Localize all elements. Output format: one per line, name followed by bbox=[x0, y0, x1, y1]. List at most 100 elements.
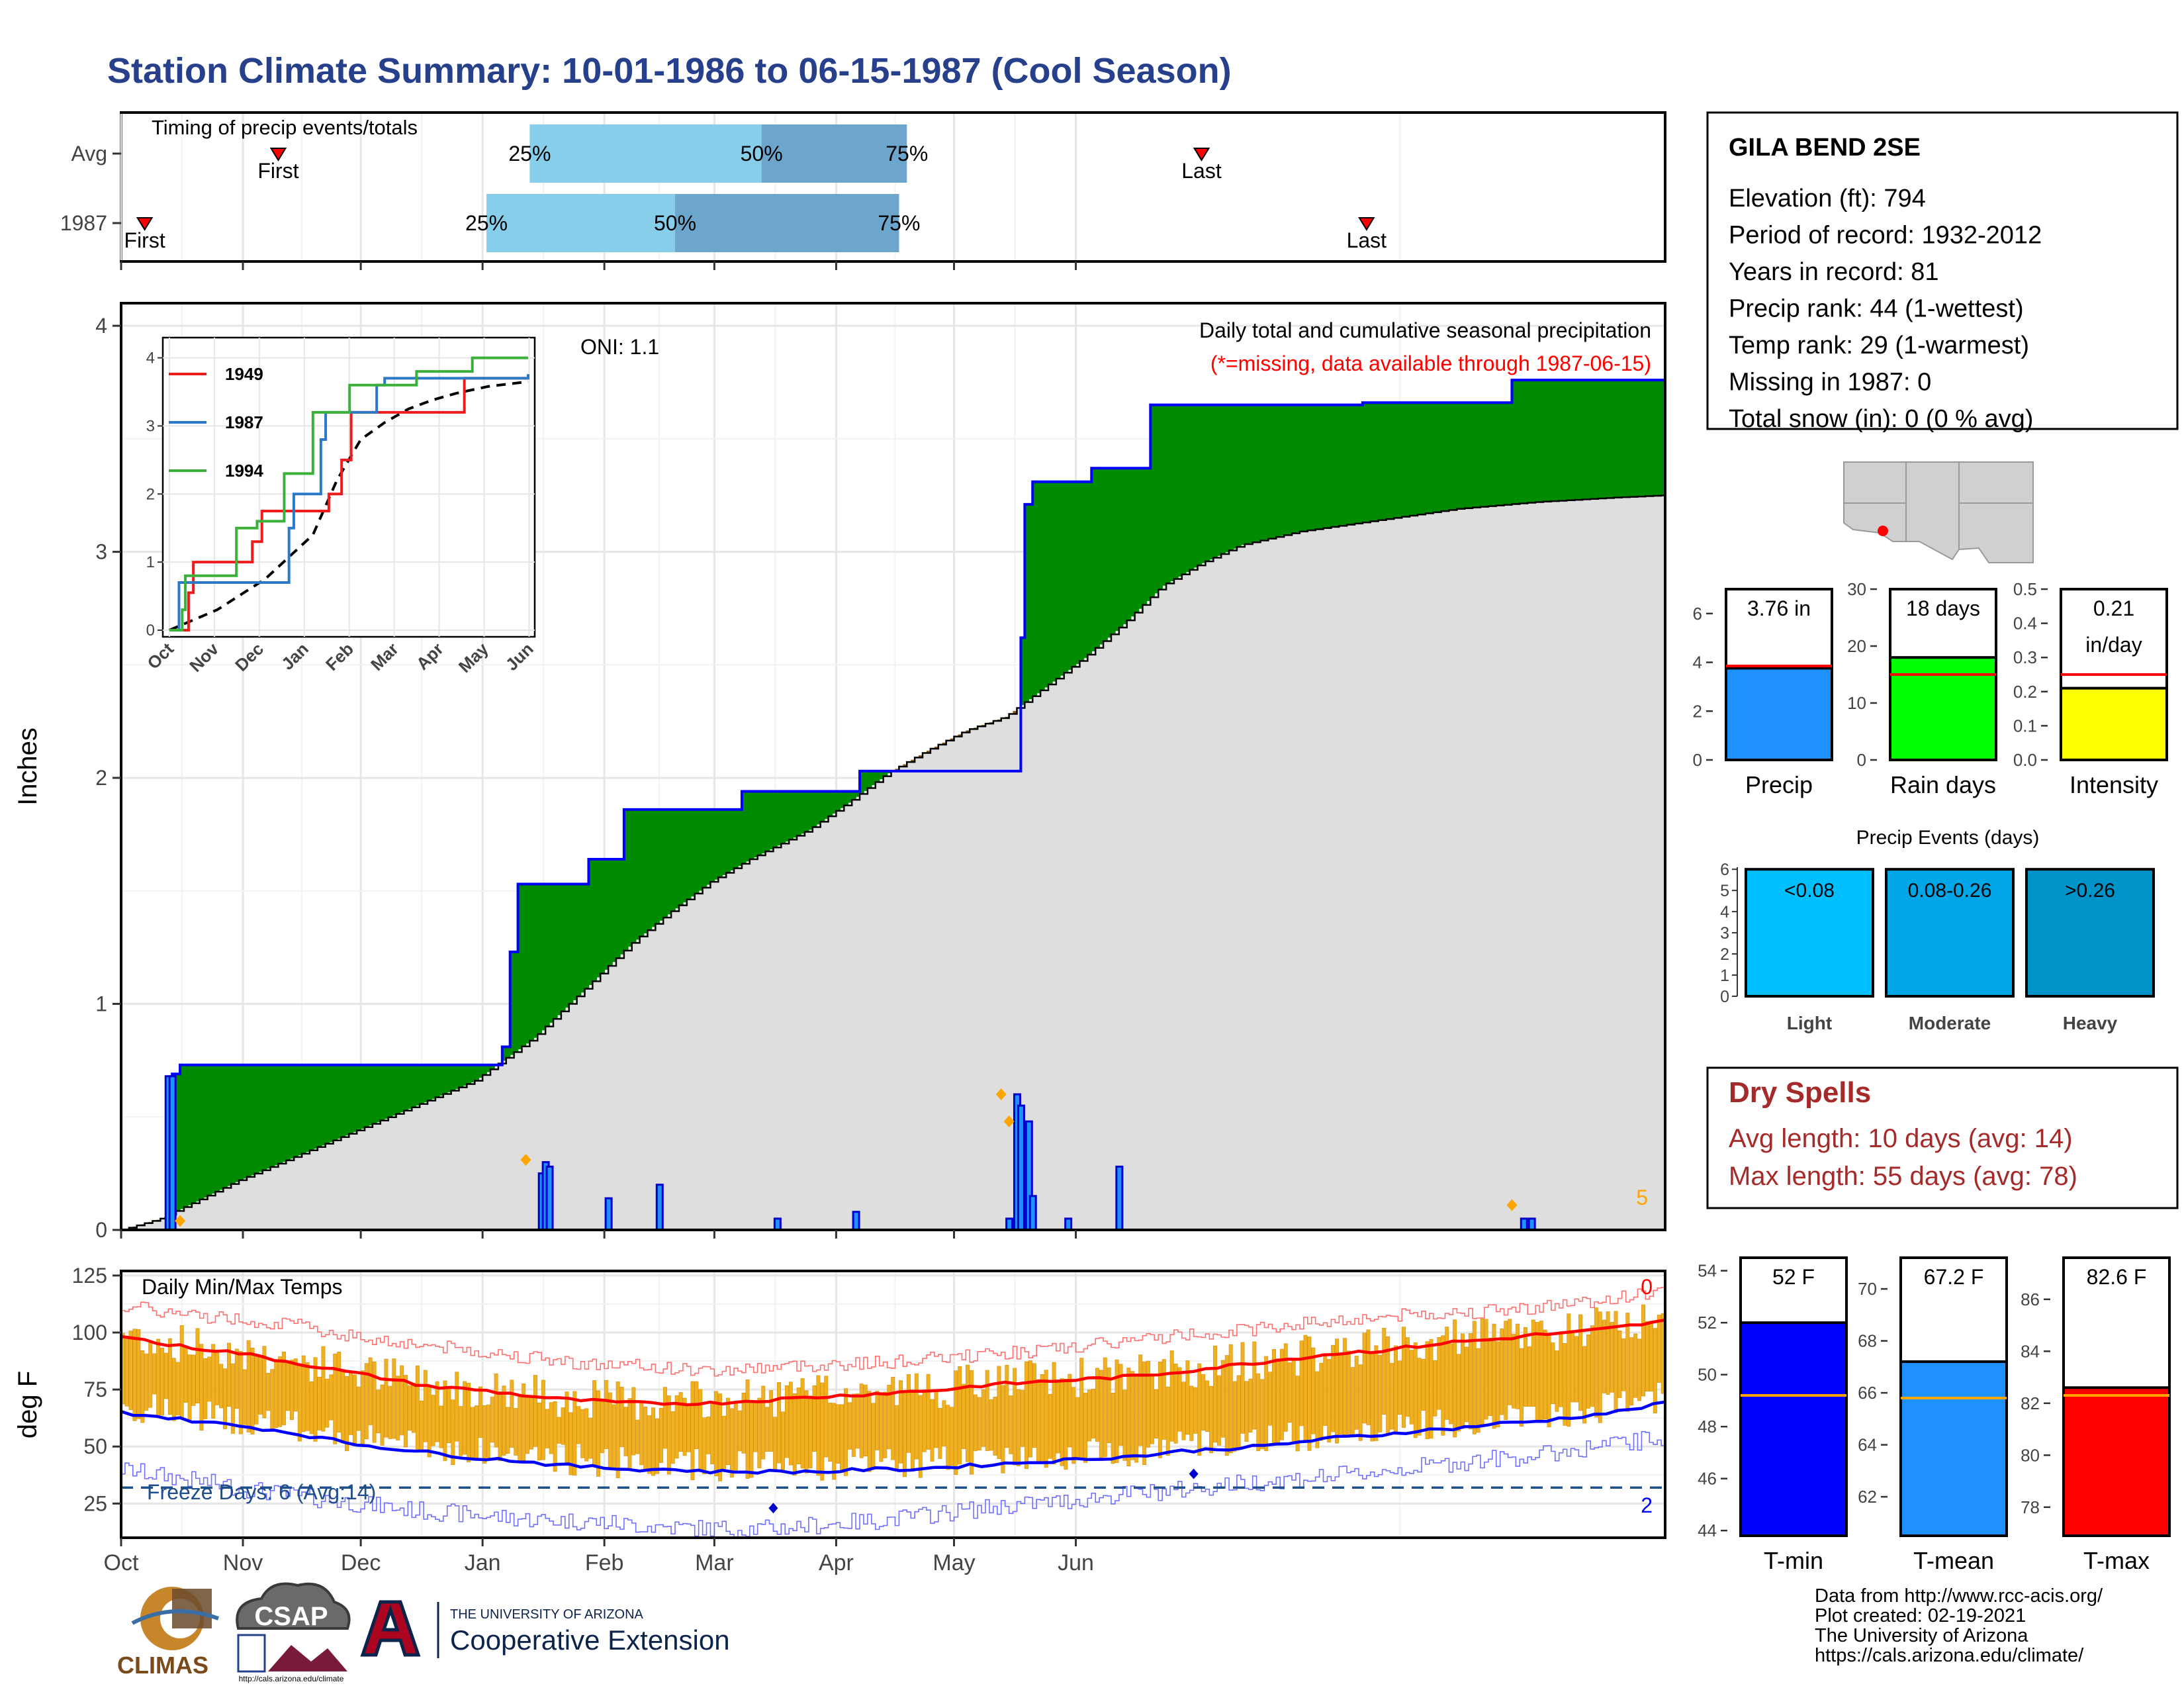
temp-daily-bar bbox=[415, 1366, 420, 1450]
temp-daily-bar bbox=[1350, 1367, 1355, 1436]
precip-surplus-area bbox=[1469, 402, 1473, 508]
precip-surplus-area bbox=[557, 884, 562, 1015]
temp-daily-bar bbox=[553, 1401, 557, 1472]
temp-daily-bar bbox=[305, 1362, 310, 1431]
timing-p50-label: 50% bbox=[654, 211, 696, 235]
precip-surplus-area bbox=[1205, 404, 1210, 561]
temp-daily-bar bbox=[1071, 1387, 1076, 1464]
temp-daily-bar bbox=[1429, 1338, 1433, 1439]
temp-daily-bar bbox=[1236, 1375, 1241, 1449]
timing-last-marker-label: Last bbox=[1347, 228, 1387, 252]
precip-surplus-area bbox=[191, 1064, 197, 1203]
temp-daily-bar bbox=[666, 1395, 671, 1475]
temp-daily-bar bbox=[545, 1409, 549, 1448]
precip-surplus-area bbox=[1586, 380, 1592, 500]
precip-chart-title: Daily total and cumulative seasonal prec… bbox=[1199, 318, 1651, 342]
temp-daily-bar bbox=[356, 1386, 361, 1431]
temp-daily-bar bbox=[419, 1400, 424, 1450]
temp-daily-bar bbox=[561, 1407, 565, 1445]
temp-daily-bar bbox=[1504, 1321, 1508, 1421]
precip-surplus-area bbox=[718, 809, 723, 878]
precip-surplus-area bbox=[1621, 380, 1627, 498]
precip-surplus-area bbox=[1099, 468, 1104, 645]
temp-daily-bar bbox=[1535, 1322, 1539, 1421]
events-tick-label: 2 bbox=[1720, 945, 1729, 964]
dry-spells-title: Dry Spells bbox=[1729, 1076, 1871, 1109]
precip-surplus-area bbox=[781, 791, 786, 844]
precip-surplus-area bbox=[1547, 380, 1552, 502]
side-chart-rain-days: 0 10 20 30 18 days Rain days bbox=[1837, 569, 2023, 813]
temp-daily-bar bbox=[1311, 1347, 1316, 1434]
side-chart-tick-label: 80 bbox=[2021, 1445, 2040, 1465]
precip-surplus-area bbox=[765, 791, 770, 852]
temp-daily-bar bbox=[1197, 1363, 1202, 1456]
station-info-line: Total snow (in): 0 (0 % avg) bbox=[1729, 405, 2033, 433]
precip-surplus-area bbox=[183, 1064, 189, 1207]
temp-daily-bar bbox=[411, 1383, 416, 1433]
temp-daily-bar bbox=[906, 1374, 911, 1453]
month-label: Dec bbox=[341, 1550, 381, 1575]
temp-daily-bar bbox=[686, 1405, 691, 1452]
temp-daily-bar bbox=[832, 1403, 837, 1480]
precip-surplus-area bbox=[1122, 468, 1128, 624]
temp-daily-bar bbox=[777, 1382, 782, 1464]
side-chart-tick-label: 62 bbox=[1858, 1487, 1877, 1507]
precip-surplus-area bbox=[738, 809, 743, 867]
side-chart-x-label: T-mean bbox=[1913, 1547, 1994, 1574]
precip-surplus-area bbox=[1060, 481, 1065, 676]
precip-surplus-area bbox=[1425, 402, 1430, 514]
precip-surplus-area bbox=[1398, 402, 1403, 518]
temp-daily-bar bbox=[690, 1381, 695, 1480]
temp-daily-bar bbox=[804, 1390, 809, 1474]
temp-daily-bar bbox=[1068, 1374, 1072, 1448]
precip-surplus-area bbox=[675, 809, 680, 909]
side-chart-tick-label: 0.4 bbox=[2013, 614, 2037, 633]
temp-daily-bar bbox=[1205, 1380, 1210, 1432]
temp-daily-bar bbox=[1134, 1374, 1139, 1463]
station-info-line: Years in record: 81 bbox=[1729, 258, 1939, 286]
temp-daily-bar bbox=[152, 1353, 157, 1395]
temp-daily-bar bbox=[1028, 1360, 1032, 1458]
temp-daily-bar bbox=[820, 1382, 825, 1481]
precip-surplus-area bbox=[1173, 404, 1179, 579]
temp-daily-bar bbox=[1275, 1358, 1280, 1446]
precip-surplus-area bbox=[1252, 404, 1257, 543]
temp-daily-bar bbox=[148, 1342, 153, 1408]
temp-daily-bar bbox=[1543, 1329, 1547, 1420]
temp-daily-bar bbox=[962, 1383, 966, 1449]
month-label: May bbox=[933, 1550, 975, 1575]
precip-surplus-area bbox=[789, 791, 794, 840]
temp-daily-bar bbox=[1091, 1389, 1095, 1439]
precip-surplus-area bbox=[1645, 380, 1651, 496]
temp-daily-bar bbox=[659, 1408, 663, 1463]
temp-daily-bar bbox=[333, 1353, 338, 1444]
precip-y-axis-label: Inches bbox=[13, 727, 42, 806]
inset-legend-label: 1994 bbox=[225, 461, 263, 481]
precip-surplus-area bbox=[1343, 404, 1347, 526]
precip-surplus-area bbox=[321, 1064, 326, 1146]
temp-daily-bar bbox=[1024, 1361, 1029, 1470]
precip-missing-marker bbox=[1506, 1199, 1518, 1211]
station-info-line: Missing in 1987: 0 bbox=[1729, 369, 1931, 397]
temp-daily-bar bbox=[608, 1392, 612, 1469]
side-chart-tick-label: 54 bbox=[1698, 1261, 1717, 1281]
temp-daily-bar bbox=[1472, 1321, 1477, 1434]
temp-daily-bar bbox=[1461, 1333, 1465, 1429]
precip-surplus-area bbox=[1185, 404, 1191, 573]
temp-daily-bar bbox=[439, 1405, 443, 1448]
temp-daily-bar bbox=[1527, 1346, 1531, 1407]
temp-daily-bar bbox=[1307, 1336, 1312, 1451]
side-chart-intensity: 0.0 0.1 0.2 0.3 0.4 0.5 0.21 in/day Intensity bbox=[2008, 569, 2184, 813]
timing-p25-label: 25% bbox=[508, 142, 551, 165]
precip-observed-line bbox=[121, 379, 1665, 1231]
temp-daily-bar bbox=[576, 1406, 581, 1444]
temp-daily-bar bbox=[1169, 1350, 1174, 1442]
temp-daily-bar bbox=[1464, 1346, 1469, 1423]
temp-daily-bar bbox=[266, 1373, 271, 1411]
precip-surplus-area bbox=[1268, 404, 1273, 539]
precip-surplus-area bbox=[1256, 404, 1261, 541]
precip-surplus-area bbox=[1021, 637, 1026, 706]
temp-daily-bar bbox=[199, 1344, 204, 1430]
precip-surplus-area bbox=[749, 791, 754, 859]
